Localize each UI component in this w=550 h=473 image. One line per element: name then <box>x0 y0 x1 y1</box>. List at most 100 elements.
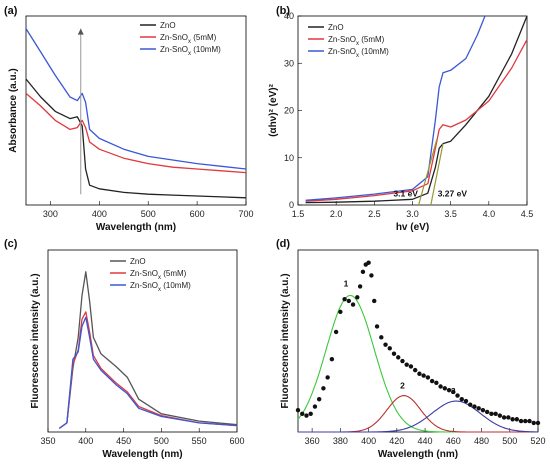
data-point <box>383 342 388 347</box>
x-tick-label: 2.0 <box>330 209 343 219</box>
series-line <box>305 15 528 204</box>
panel-label: (a) <box>4 5 18 17</box>
y-axis-label: Fluorescence intensity (a.u.) <box>280 273 291 408</box>
x-tick-label: 4.0 <box>483 209 496 219</box>
legend-entry: Zn-SnOx (10mM) <box>160 45 221 57</box>
data-point <box>484 409 490 415</box>
legend-entry: Zn-SnOx (5mM) <box>130 269 187 281</box>
peak-label: 3 <box>451 386 456 396</box>
data-point <box>480 407 486 413</box>
x-tick-label: 400 <box>92 209 107 219</box>
x-tick-label: 550 <box>192 436 207 446</box>
data-point <box>412 367 418 373</box>
series-line <box>25 92 247 174</box>
y-tick-label: 10 <box>284 153 294 163</box>
series-line <box>305 15 486 201</box>
data-point <box>357 284 363 289</box>
legend-entry: ZnO <box>328 23 344 32</box>
x-tick-label: 3.5 <box>444 209 457 219</box>
x-tick-label: 380 <box>333 436 348 446</box>
x-tick-label: 500 <box>154 436 169 446</box>
data-point <box>342 296 347 302</box>
x-tick-label: 400 <box>78 436 93 446</box>
data-point <box>501 415 507 420</box>
data-point <box>400 358 405 364</box>
x-tick-label: 350 <box>40 436 55 446</box>
y-tick-label: 0 <box>289 200 294 210</box>
series-line <box>58 311 238 429</box>
data-point <box>429 378 435 384</box>
fit-curve <box>298 400 538 433</box>
data-point <box>372 298 377 304</box>
data-point <box>329 357 335 362</box>
data-point <box>518 418 524 424</box>
annotation: 3.27 eV <box>438 188 468 198</box>
legend-entry: Zn-SnOx (5mM) <box>328 35 385 47</box>
data-point <box>346 298 352 304</box>
x-tick-label: 3.0 <box>406 209 419 219</box>
data-point <box>404 362 409 367</box>
data-point <box>497 413 503 418</box>
x-axis-label: hv (eV) <box>396 222 429 233</box>
plot-frame <box>297 15 528 206</box>
data-point <box>463 398 469 404</box>
data-point <box>355 295 360 300</box>
peak-label: 2 <box>400 380 405 390</box>
legend-entry: Zn-SnOx (10mM) <box>130 281 191 293</box>
data-point <box>459 397 464 402</box>
x-tick-label: 400 <box>361 436 376 446</box>
y-tick-label: 40 <box>284 11 294 21</box>
x-tick-label: 500 <box>502 436 517 446</box>
legend-entry: Zn-SnOx (5mM) <box>160 33 217 45</box>
data-point <box>506 415 511 420</box>
data-point <box>489 411 494 416</box>
data-point <box>451 389 456 395</box>
y-tick-label: 20 <box>284 106 294 116</box>
data-point <box>391 351 397 356</box>
legend-entry: Zn-SnOx (10mM) <box>328 47 389 59</box>
x-axis-label: Wavelength (nm) <box>96 222 176 233</box>
fit-curve <box>297 294 538 433</box>
data-point <box>325 375 330 380</box>
data-point <box>360 269 366 275</box>
x-tick-label: 4.5 <box>521 209 534 219</box>
y-axis-label: Fluorescence intensity (a.u.) <box>30 273 41 408</box>
data-point <box>408 364 414 369</box>
data-point <box>379 335 384 340</box>
data-point <box>417 371 422 376</box>
annotation: 3.1 eV <box>393 188 418 198</box>
plot-frame <box>297 249 539 433</box>
data-point <box>338 309 343 315</box>
data-point <box>535 420 541 426</box>
data-point <box>442 386 448 391</box>
data-point <box>350 302 356 307</box>
data-point <box>312 404 318 409</box>
arrow-head <box>77 28 84 35</box>
data-point <box>396 355 401 360</box>
data-point <box>446 387 452 393</box>
data-point <box>476 406 481 411</box>
x-tick-label: 600 <box>190 209 205 219</box>
data-point <box>468 402 473 407</box>
legend-entry: ZnO <box>130 257 146 266</box>
data-point <box>333 329 339 335</box>
data-point <box>421 373 426 378</box>
y-tick-label: 30 <box>284 58 294 68</box>
data-point <box>527 418 532 424</box>
series-line <box>25 28 247 170</box>
data-point <box>531 420 536 426</box>
data-point <box>472 404 477 409</box>
data-point <box>321 386 326 391</box>
panel-label: (c) <box>4 238 18 250</box>
data-point <box>523 418 528 424</box>
x-tick-label: 360 <box>305 436 320 446</box>
data-point <box>425 375 431 380</box>
x-tick-label: 420 <box>389 436 404 446</box>
data-point <box>304 413 309 418</box>
plot-frame <box>25 15 247 206</box>
data-point <box>455 393 460 398</box>
plot-frame <box>47 249 238 433</box>
series-line <box>58 271 238 429</box>
x-tick-label: 1.5 <box>292 209 305 219</box>
